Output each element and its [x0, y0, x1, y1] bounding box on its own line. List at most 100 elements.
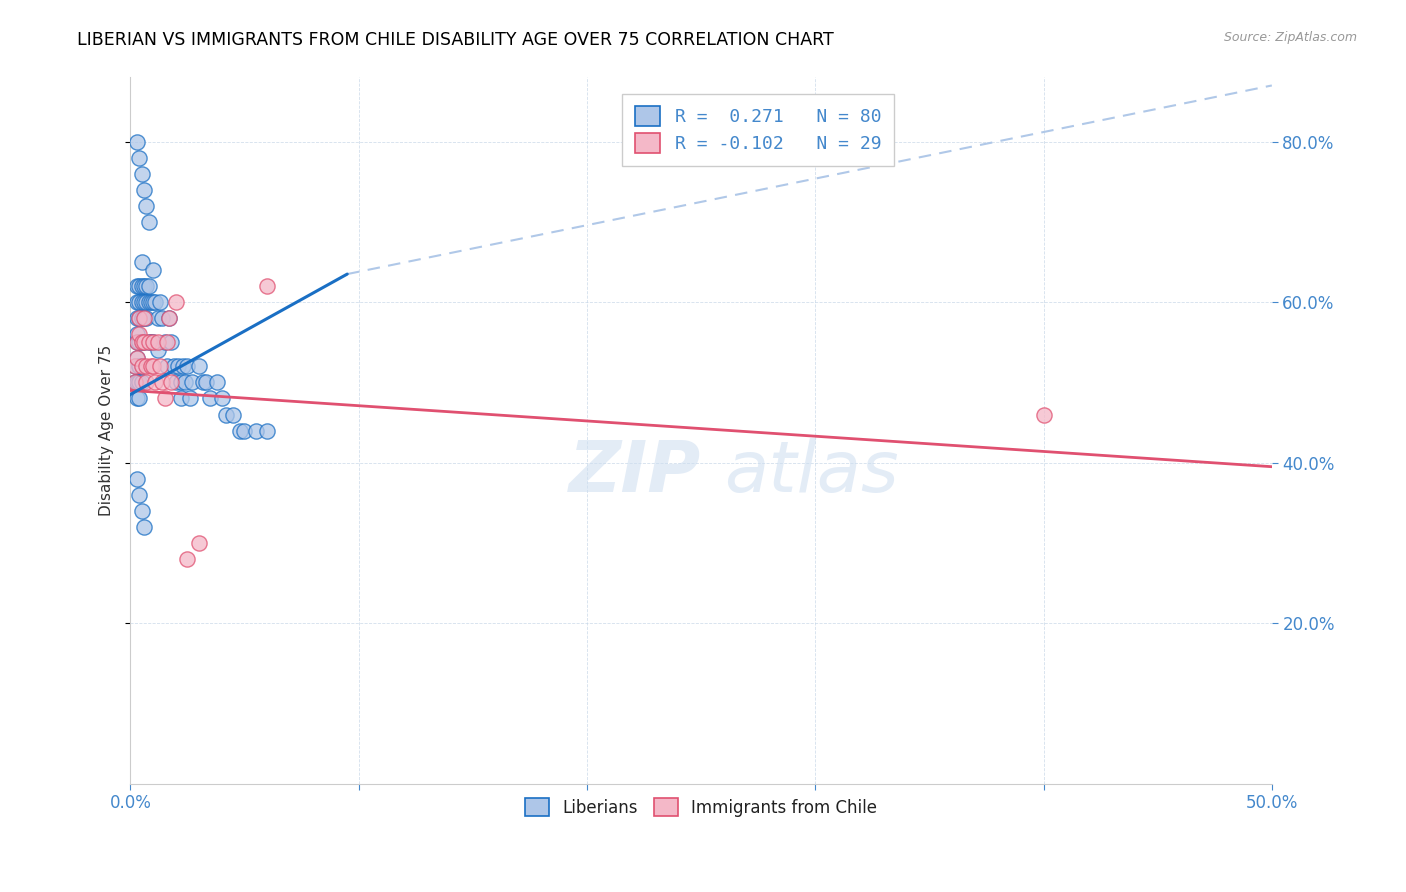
Point — [131, 504, 153, 518]
Point — [169, 376, 191, 390]
Point — [211, 392, 233, 406]
Point — [193, 376, 215, 390]
Point — [132, 311, 155, 326]
Point — [127, 295, 149, 310]
Point — [229, 424, 252, 438]
Point — [128, 311, 150, 326]
Point — [179, 392, 201, 406]
Point — [176, 552, 198, 566]
Point — [145, 376, 167, 390]
Point — [187, 536, 209, 550]
Point — [131, 167, 153, 181]
Point — [149, 359, 172, 374]
Point — [142, 295, 165, 310]
Point — [127, 376, 149, 390]
Point — [138, 215, 160, 229]
Point — [256, 279, 278, 293]
Text: LIBERIAN VS IMMIGRANTS FROM CHILE DISABILITY AGE OVER 75 CORRELATION CHART: LIBERIAN VS IMMIGRANTS FROM CHILE DISABI… — [77, 31, 834, 49]
Point — [1032, 408, 1054, 422]
Point — [165, 376, 187, 390]
Point — [128, 392, 150, 406]
Point — [138, 335, 160, 350]
Point — [131, 335, 153, 350]
Point — [127, 311, 149, 326]
Point — [142, 335, 165, 350]
Point — [131, 335, 153, 350]
Point — [135, 279, 157, 293]
Point — [127, 351, 149, 366]
Y-axis label: Disability Age Over 75: Disability Age Over 75 — [100, 345, 114, 516]
Point — [124, 359, 146, 374]
Point — [127, 335, 149, 350]
Point — [142, 335, 165, 350]
Point — [163, 359, 186, 374]
Point — [200, 392, 222, 406]
Point — [167, 359, 190, 374]
Point — [138, 335, 160, 350]
Point — [139, 335, 162, 350]
Point — [128, 311, 150, 326]
Point — [215, 408, 238, 422]
Point — [135, 376, 157, 390]
Text: atlas: atlas — [724, 439, 898, 508]
Point — [132, 335, 155, 350]
Point — [128, 488, 150, 502]
Point — [156, 335, 179, 350]
Point — [145, 295, 167, 310]
Point — [131, 279, 153, 293]
Point — [156, 359, 179, 374]
Point — [132, 279, 155, 293]
Point — [256, 424, 278, 438]
Point — [132, 295, 155, 310]
Point — [124, 376, 146, 390]
Point — [132, 311, 155, 326]
Point — [127, 335, 149, 350]
Point — [128, 335, 150, 350]
Text: ZIP: ZIP — [569, 439, 702, 508]
Point — [127, 279, 149, 293]
Point — [233, 424, 256, 438]
Point — [127, 472, 149, 486]
Point — [132, 520, 155, 534]
Point — [150, 311, 173, 326]
Point — [128, 279, 150, 293]
Point — [174, 376, 197, 390]
Legend: Liberians, Immigrants from Chile: Liberians, Immigrants from Chile — [517, 789, 886, 825]
Point — [245, 424, 267, 438]
Point — [135, 199, 157, 213]
Point — [160, 376, 183, 390]
Point — [127, 392, 149, 406]
Point — [128, 327, 150, 342]
Point — [132, 335, 155, 350]
Point — [131, 359, 153, 374]
Point — [142, 359, 165, 374]
Point — [181, 376, 204, 390]
Point — [153, 392, 176, 406]
Point — [176, 359, 198, 374]
Point — [131, 359, 153, 374]
Point — [172, 359, 194, 374]
Point — [135, 311, 157, 326]
Point — [128, 151, 150, 165]
Point — [135, 359, 157, 374]
Point — [124, 376, 146, 390]
Text: Source: ZipAtlas.com: Source: ZipAtlas.com — [1223, 31, 1357, 45]
Point — [139, 359, 162, 374]
Point — [205, 376, 228, 390]
Point — [187, 359, 209, 374]
Point — [127, 327, 149, 342]
Point — [157, 311, 180, 326]
Point — [165, 295, 187, 310]
Point — [222, 408, 245, 422]
Point — [149, 295, 172, 310]
Point — [146, 335, 169, 350]
Point — [135, 295, 157, 310]
Point — [131, 295, 153, 310]
Point — [194, 376, 217, 390]
Point — [131, 255, 153, 269]
Point — [131, 311, 153, 326]
Point — [169, 392, 191, 406]
Point — [128, 359, 150, 374]
Point — [138, 279, 160, 293]
Point — [131, 376, 153, 390]
